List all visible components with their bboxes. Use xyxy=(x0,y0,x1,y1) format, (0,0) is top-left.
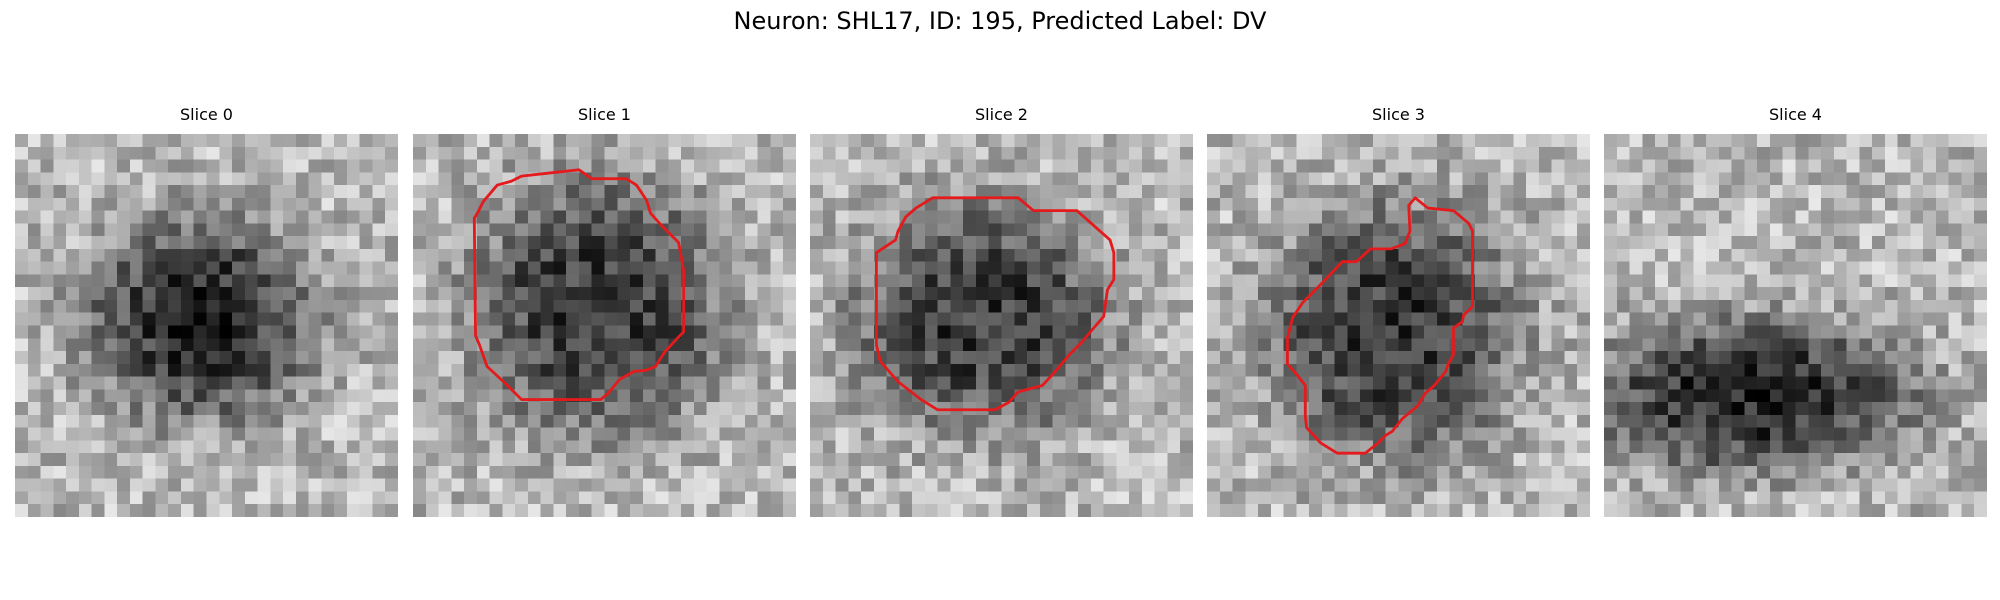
roi-outline-3 xyxy=(1286,196,1474,455)
roi-outline-2 xyxy=(874,196,1116,412)
slice-title-2: Slice 2 xyxy=(975,105,1028,124)
roi-outline-4 xyxy=(1604,134,1987,517)
slice-title-1: Slice 1 xyxy=(578,105,631,124)
slice-title-3: Slice 3 xyxy=(1372,105,1425,124)
slice-image-4 xyxy=(1604,134,1987,517)
slice-image-3 xyxy=(1207,134,1590,517)
figure-title: Neuron: SHL17, ID: 195, Predicted Label:… xyxy=(733,7,1267,35)
slice-title-4: Slice 4 xyxy=(1769,105,1822,124)
slice-title-0: Slice 0 xyxy=(180,105,233,124)
roi-outline-0 xyxy=(15,134,398,517)
slice-image-0 xyxy=(15,134,398,517)
roi-outline-1 xyxy=(472,168,686,401)
slice-panel-1: Slice 1 xyxy=(413,105,796,517)
roi-contour xyxy=(472,168,686,401)
roi-contour xyxy=(1286,196,1474,455)
slice-panel-0: Slice 0 xyxy=(15,105,398,517)
slice-panel-4: Slice 4 xyxy=(1604,105,1987,517)
slice-panel-3: Slice 3 xyxy=(1207,105,1590,517)
slice-panel-2: Slice 2 xyxy=(810,105,1193,517)
roi-contour xyxy=(874,196,1116,412)
